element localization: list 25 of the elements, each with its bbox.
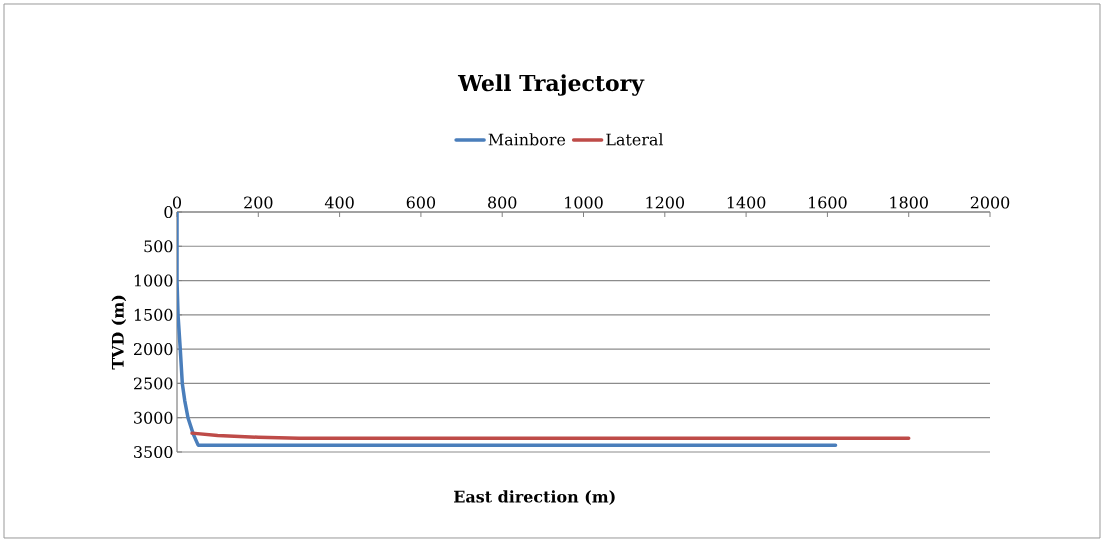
x-tick-label: 400 (324, 196, 354, 209)
y-tick-label: 3000 (134, 411, 173, 424)
x-tick-label: 2000 (970, 196, 1010, 209)
x-tick-label: 1400 (727, 196, 766, 209)
x-tick-label: 200 (244, 196, 273, 209)
y-tick-label: 3500 (134, 445, 173, 459)
y-axis-title: TVD (m) (111, 295, 127, 370)
y-tick-label: 0 (164, 205, 173, 219)
x-tick-label: 600 (406, 196, 436, 209)
chart-title: Well Trajectory (457, 74, 645, 96)
x-tick-label: 800 (488, 196, 517, 209)
y-tick-label: 500 (144, 240, 173, 253)
y-tick-label: 1000 (134, 274, 173, 287)
legend-label: Mainbore (488, 133, 566, 146)
x-tick-label: 1800 (890, 196, 928, 209)
x-tick-label: 1200 (646, 196, 685, 209)
x-tick-label: 0 (172, 196, 182, 209)
y-tick-label: 2500 (134, 377, 173, 390)
x-tick-label: 1000 (565, 196, 603, 209)
line-series (177, 211, 838, 447)
x-tick-label: 1600 (809, 196, 847, 209)
y-tick-label: 1500 (134, 308, 173, 321)
legend-label: Lateral (606, 133, 664, 146)
x-axis-title: East direction (m) (454, 490, 615, 505)
y-tick-label: 2000 (134, 343, 173, 356)
